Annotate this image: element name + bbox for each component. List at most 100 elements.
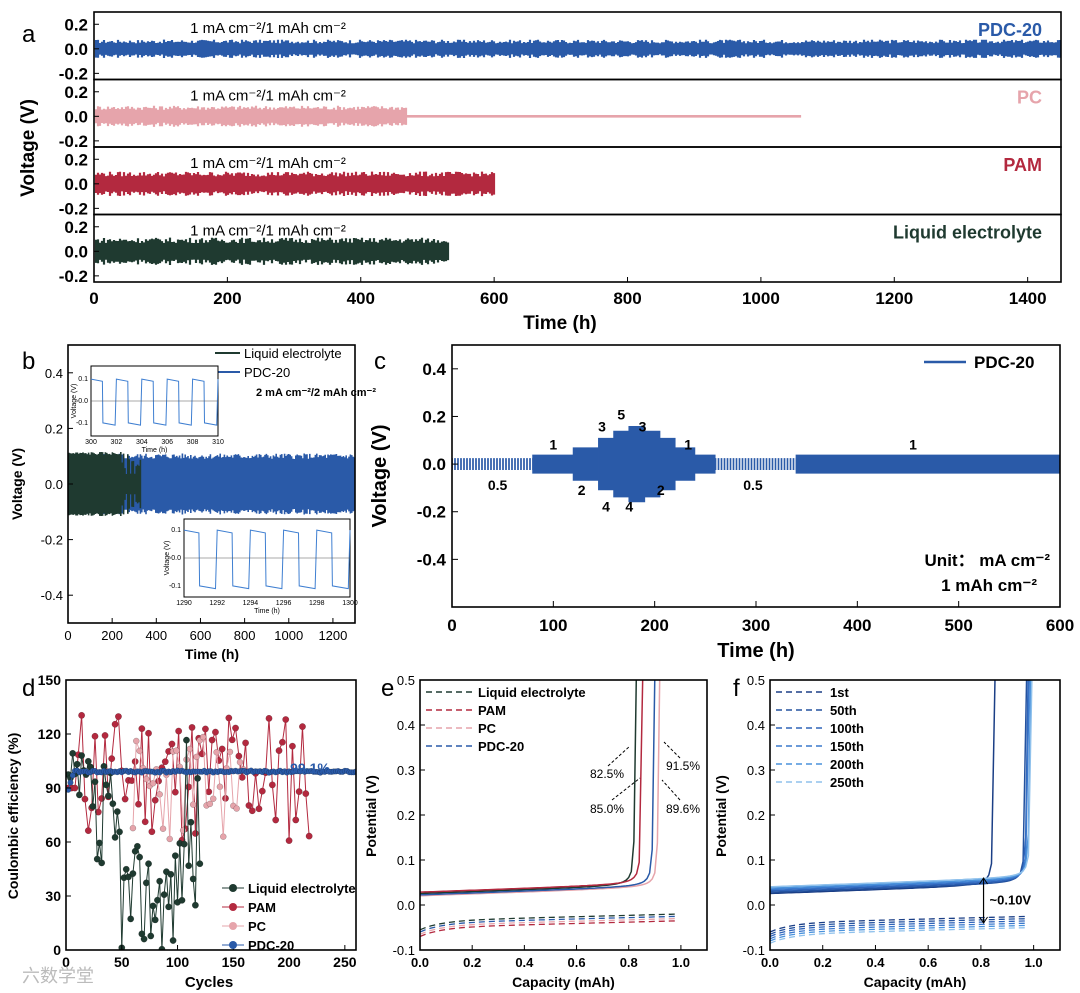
x-tick-label: 0.4 <box>866 955 885 970</box>
condition-label: 1 mA cm⁻²/1 mAh cm⁻² <box>190 155 346 172</box>
liquid-electrolyte-line <box>165 871 170 907</box>
pam-line <box>265 718 270 773</box>
liquid-electrolyte-line <box>177 843 181 903</box>
y-tick-label: -0.2 <box>59 267 88 286</box>
rate-segment-3 <box>598 437 615 491</box>
x-tick-label: 800 <box>234 628 256 643</box>
y-tick-label: 0.0 <box>64 175 88 194</box>
y-axis-title: Voltage (V) <box>9 448 25 520</box>
x-axis-title: Time (h) <box>185 646 239 662</box>
y-tick-label: 0.2 <box>422 407 446 426</box>
pc-line <box>159 794 164 829</box>
x-tick-label: 1200 <box>875 289 913 308</box>
inset-top-x-tick-label: 308 <box>187 439 199 446</box>
panel-f-discharge-curve-3 <box>770 922 1029 940</box>
legend-label: Liquid electrolyte <box>478 685 586 700</box>
pc-line <box>212 752 218 799</box>
liquid-electrolyte-line <box>159 881 163 950</box>
y-tick-label: 0.4 <box>422 360 446 379</box>
inset-bottom-x-tick-label: 1290 <box>176 600 192 607</box>
arrow <box>663 741 681 759</box>
x-tick-label: 600 <box>480 289 508 308</box>
liquid-electrolyte-line <box>114 811 118 838</box>
inset-top-x-tick-label: 302 <box>111 439 123 446</box>
legend-label: Liquid electrolyte <box>248 881 356 896</box>
liquid-electrolyte-line <box>188 822 192 866</box>
pam-line <box>184 786 190 829</box>
x-tick-label: 250 <box>333 954 357 970</box>
pc-line <box>189 748 194 805</box>
voltage-trace-pdc-20 <box>94 39 1061 58</box>
arrow <box>607 745 631 767</box>
pam-line <box>295 791 300 821</box>
legend-swatch-marker <box>229 922 237 930</box>
y-tick-label: 0.4 <box>747 718 765 733</box>
x-tick-label: 50 <box>114 954 130 970</box>
panel-b-chart: -0.4 -0.2 0.0 0.2 0.4 0 200 400 600 800 1000 1200 Ti… <box>9 344 376 662</box>
pam-line <box>191 727 196 834</box>
y-tick-label: 0.2 <box>64 218 88 237</box>
y-tick-label: 0.5 <box>747 673 765 688</box>
voltage-trace-liquid-electrolyte <box>94 237 450 265</box>
x-axis-title: Time (h) <box>717 640 794 662</box>
pam-line <box>301 726 307 794</box>
y-tick-label: 0.4 <box>397 718 415 733</box>
x-tick-label: 0.8 <box>972 955 990 970</box>
y-tick-label: -0.2 <box>59 132 88 151</box>
liquid-electrolyte-line <box>101 766 105 863</box>
inset-bottom-y-title: Voltage (V) <box>164 541 171 576</box>
inset-bottom-x-tick-label: 1300 <box>342 600 358 607</box>
y-tick-label: -0.2 <box>59 199 88 218</box>
legend-label: PAM <box>478 703 506 718</box>
liquid-electrolyte-line <box>197 778 201 864</box>
pc-line <box>169 751 174 839</box>
pam-line <box>228 717 233 740</box>
pc-line <box>219 786 224 837</box>
watermark: 六数学堂 <box>22 966 94 986</box>
x-tick-label: 150 <box>222 954 246 970</box>
legend-label: 100th <box>830 721 864 736</box>
y-tick-label: -0.2 <box>59 64 88 83</box>
legend-label-liquid-electrolyte: Liquid electrolyte <box>244 346 342 361</box>
y-axis-title: Voltage (V) <box>369 425 391 528</box>
panel-e-charge-curve-2 <box>420 680 661 897</box>
inset-bottom-x-tick-label: 1294 <box>243 600 259 607</box>
efficiency-label: 85.0% <box>590 802 624 816</box>
rate-segment-6 <box>643 430 661 498</box>
series-name-label: PAM <box>1003 155 1042 175</box>
pam-line <box>288 746 293 841</box>
liquid-electrolyte-line <box>121 877 125 948</box>
rate-segment-4 <box>613 430 630 498</box>
x-tick-label: 300 <box>742 616 770 635</box>
pam-line <box>117 716 123 771</box>
efficiency-label: 82.5% <box>590 767 624 781</box>
inset-bottom-y-tick-label: 0.1 <box>171 527 181 534</box>
legend-swatch-marker <box>229 884 237 892</box>
legend-label: 250th <box>830 775 864 790</box>
y-tick-label: 0.1 <box>747 853 765 868</box>
pam-line <box>271 784 277 821</box>
legend-label: 200th <box>830 757 864 772</box>
y-tick-label: 0.0 <box>64 40 88 59</box>
panel-e-discharge-curve-0 <box>420 913 676 931</box>
condition-label: 2 mA cm⁻²/2 mAh cm⁻² <box>256 387 376 399</box>
y-tick-label: 0.0 <box>422 455 446 474</box>
liquid-electrolyte-line <box>112 803 116 838</box>
inset-top-y-tick-label: 0.0 <box>78 398 88 405</box>
liquid-electrolyte-point <box>196 860 204 868</box>
liquid-electrolyte-line <box>163 871 167 895</box>
panel-f-charge-curve-5 <box>770 680 1033 888</box>
x-tick-label: 0.6 <box>568 955 586 970</box>
y-tick-label: 0.2 <box>64 83 88 102</box>
inset-top-y-tick-label: -0.1 <box>76 420 88 427</box>
arrow <box>661 779 681 801</box>
panel-f-charge-curve-4 <box>770 680 1032 889</box>
rate-label: 2 <box>657 482 665 498</box>
rate-label: 0.5 <box>488 477 508 493</box>
y-tick-label: 0.1 <box>397 853 415 868</box>
pam-line <box>141 728 146 822</box>
pam-line <box>208 740 213 792</box>
x-tick-label: 1.0 <box>1025 955 1043 970</box>
rate-label: 3 <box>639 419 647 435</box>
axes-frame <box>769 679 1061 951</box>
